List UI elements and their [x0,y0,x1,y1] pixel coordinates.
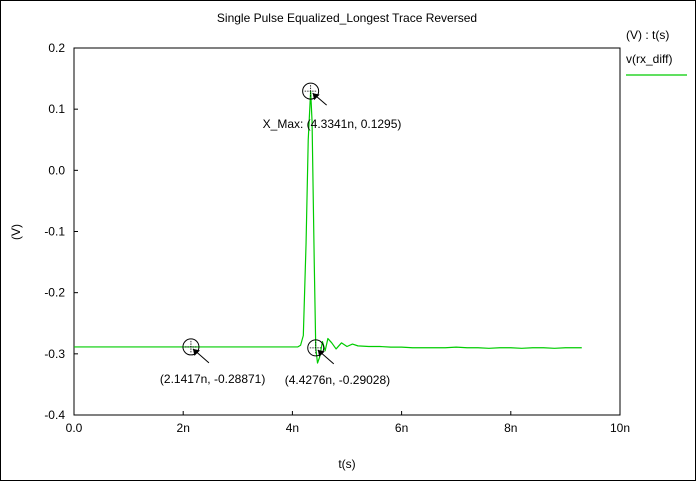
marker-arrowhead [312,93,320,101]
chart-title: Single Pulse Equalized_Longest Trace Rev… [217,11,477,25]
x-axis-label: t(s) [338,457,355,471]
marker-circle [307,339,325,357]
annotation-marker: (2.1417n, -0.28871) [160,338,265,386]
annotations: X_Max: (4.3341n, 0.1295) (2.1417n, -0.288… [160,82,402,387]
marker-arrowhead [192,348,200,356]
x-tick-label: 0.0 [66,421,83,435]
y-tick-label: -0.2 [44,286,65,300]
marker-circle [302,82,320,100]
annotation-label: (4.4276n, -0.29028) [285,373,390,387]
y-tick-label: 0.2 [48,41,65,55]
y-axis-label: (V) [9,224,23,240]
annotation-marker: (4.4276n, -0.29028) [285,339,390,387]
y-axis: 0.2 0.1 0.0 -0.1 -0.2 -0.3 -0.4 [44,41,78,422]
marker-circle [182,338,200,356]
x-tick-label: 8n [504,421,517,435]
x-tick-label: 10n [610,421,630,435]
y-tick-label: -0.3 [44,347,65,361]
legend-entry-v-rx-diff: v(rx_diff) [626,52,672,66]
y-tick-label: -0.4 [44,408,65,422]
annotation-marker: X_Max: (4.3341n, 0.1295) [263,82,402,131]
series-layer [73,90,582,364]
x-tick-label: 2n [177,421,190,435]
y-tick-label: 0.0 [48,163,65,177]
y-tick-label: 0.1 [48,102,65,116]
x-axis: 0.0 2n 4n 6n 8n 10n [66,411,630,435]
annotation-label: (2.1417n, -0.28871) [160,372,265,386]
series-line-v-rx-diff [73,90,582,364]
legend-header: (V) : t(s) [626,28,669,42]
y-tick-label: -0.1 [44,225,65,239]
marker-arrowhead [317,349,325,357]
x-tick-label: 4n [286,421,299,435]
annotation-label: X_Max: (4.3341n, 0.1295) [263,117,402,131]
x-tick-label: 6n [395,421,408,435]
plot-area [73,47,621,416]
legend: (V) : t(s) v(rx_diff) [626,28,687,76]
